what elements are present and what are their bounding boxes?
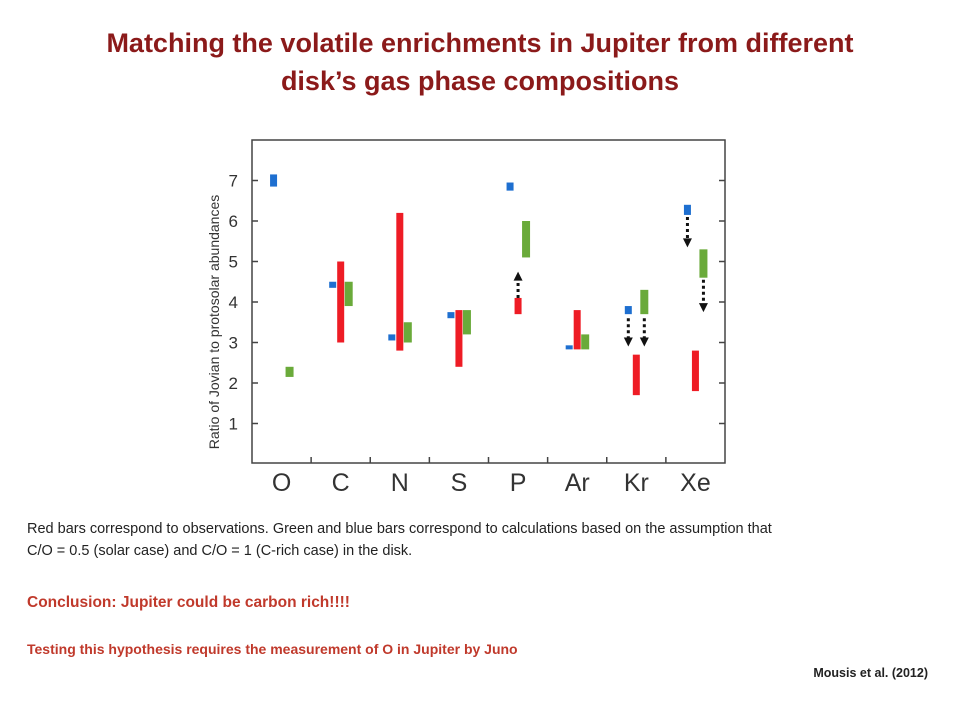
x-axis-categories: O C N S P Ar Kr Xe: [272, 469, 711, 497]
bar-solar_case-O: [285, 366, 294, 377]
chart-marks: [270, 174, 708, 396]
title-line-2: disk’s gas phase compositions: [280, 66, 680, 96]
arrow-head-Kr-c_rich_case: [623, 337, 633, 347]
bar-solar_case-N: [403, 322, 412, 343]
y-tick-label: 7: [229, 172, 238, 191]
conclusion-text: Conclusion: Jupiter could be carbon rich…: [27, 594, 350, 611]
bar-observations-Ar: [573, 310, 581, 350]
arrow-head-Xe-c_rich_case: [682, 238, 692, 248]
category-label-S: S: [451, 469, 468, 497]
abundance-chart: Ratio of Jovian to protosolar abundances…: [206, 139, 726, 497]
y-axis-label: Ratio of Jovian to protosolar abundances: [206, 195, 222, 450]
bar-c_rich_case-C: [329, 281, 337, 288]
bar-solar_case-Xe: [699, 249, 708, 278]
bar-solar_case-Kr: [640, 289, 649, 315]
arrow-head-Xe-solar_case: [698, 303, 708, 313]
category-label-Xe: Xe: [680, 469, 711, 497]
reference-citation: Mousis et al. (2012): [813, 666, 928, 680]
arrow-head-Kr-solar_case: [639, 337, 649, 347]
y-tick-label: 6: [229, 212, 238, 231]
bar-observations-P: [514, 297, 522, 315]
title-line-1: Matching the volatile enrichments in Jup…: [106, 28, 854, 58]
bar-solar_case-C: [344, 281, 353, 307]
category-label-N: N: [391, 469, 409, 497]
y-tick-label: 1: [229, 415, 238, 434]
bar-solar_case-P: [522, 221, 531, 258]
hypothesis-test-text: Testing this hypothesis requires the mea…: [27, 641, 518, 657]
bar-observations-Kr: [632, 354, 640, 396]
y-tick-label: 5: [229, 253, 238, 272]
bar-c_rich_case-Xe: [683, 204, 691, 215]
bar-c_rich_case-Ar: [565, 345, 573, 350]
bar-c_rich_case-P: [506, 182, 514, 191]
slide-title: Matching the volatile enrichments in Jup…: [40, 24, 920, 100]
plot-frame: [251, 139, 726, 464]
figure-caption: Red bars correspond to observations. Gre…: [27, 518, 927, 562]
category-label-O: O: [272, 469, 291, 497]
y-tick-label: 3: [229, 334, 238, 353]
caption-line-1: Red bars correspond to observations. Gre…: [27, 521, 772, 537]
bar-observations-S: [455, 310, 463, 367]
bar-c_rich_case-O: [270, 174, 278, 187]
y-tick-label: 2: [229, 374, 238, 393]
bar-c_rich_case-S: [447, 312, 455, 319]
caption-line-2: C/O = 0.5 (solar case) and C/O = 1 (C-ri…: [27, 543, 413, 559]
category-label-C: C: [332, 469, 350, 497]
category-label-Kr: Kr: [624, 469, 649, 497]
arrow-head-P-observations: [513, 271, 523, 281]
bar-solar_case-S: [462, 310, 471, 335]
bar-observations-N: [396, 212, 404, 351]
category-label-Ar: Ar: [565, 469, 590, 497]
bar-observations-Xe: [691, 350, 699, 392]
bar-observations-C: [337, 261, 345, 343]
bar-solar_case-Ar: [581, 334, 590, 350]
bar-c_rich_case-Kr: [624, 306, 632, 315]
bar-c_rich_case-N: [388, 334, 396, 341]
y-tick-label: 4: [229, 293, 238, 312]
y-axis-ticks: 1 2 3 4 5 6 7: [229, 172, 725, 463]
category-label-P: P: [510, 469, 527, 497]
plot-border: [251, 139, 726, 464]
